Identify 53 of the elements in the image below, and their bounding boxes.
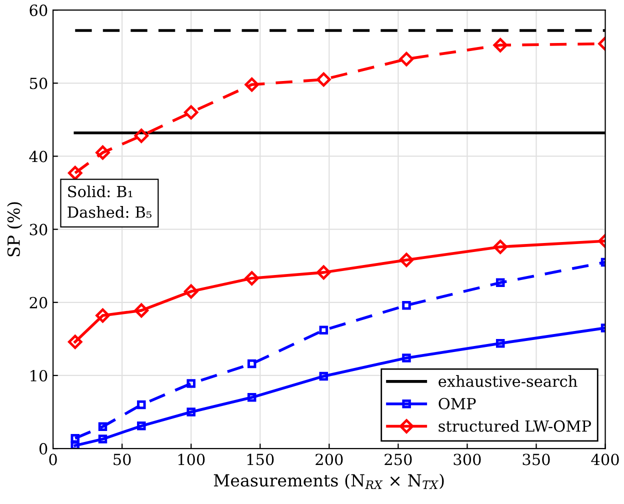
- point: [402, 354, 411, 362]
- y-tick-label: 10: [30, 370, 48, 382]
- point: [402, 300, 411, 310]
- annotation: Solid: B₁ Dashed: B₅: [68, 185, 152, 218]
- y-tick-label: 0: [39, 443, 48, 455]
- x-tick-label: 250: [384, 454, 412, 466]
- point: [184, 284, 198, 299]
- point: [134, 303, 149, 318]
- point: [316, 72, 331, 87]
- point: [247, 393, 256, 402]
- point: [98, 422, 108, 432]
- point: [319, 372, 328, 381]
- y-tick-label: 30: [30, 224, 48, 236]
- point: [399, 252, 414, 268]
- point: [134, 128, 149, 143]
- point: [186, 408, 196, 416]
- point: [244, 271, 259, 286]
- point: [493, 38, 508, 52]
- legend-label: exhaustive-search: [438, 375, 578, 387]
- point: [244, 77, 259, 92]
- point: [316, 265, 331, 280]
- x-tick-label: 100: [178, 454, 205, 466]
- point: [96, 308, 110, 323]
- point: [98, 434, 108, 444]
- y-tick-label: 40: [29, 150, 48, 162]
- x-axis-title: Measurements (N$_{RX}$ × N$_{TX}$): [214, 474, 444, 490]
- point: [137, 400, 146, 410]
- x-tick-label: 300: [454, 454, 481, 466]
- y-tick-label: 50: [30, 78, 48, 90]
- point: [184, 105, 198, 120]
- y-axis-title: SP (%): [7, 202, 22, 256]
- point: [493, 240, 508, 254]
- point: [70, 434, 80, 443]
- x-tick-label: 350: [522, 454, 550, 466]
- point: [68, 334, 82, 350]
- x-tick-label: 150: [247, 454, 274, 466]
- point: [137, 422, 146, 430]
- point: [496, 278, 505, 288]
- point: [186, 379, 196, 388]
- x-tick-label: 200: [316, 454, 343, 466]
- point: [319, 326, 328, 335]
- x-tick-label: 0: [49, 454, 57, 466]
- point: [96, 145, 110, 160]
- x-tick-label: 400: [591, 454, 619, 466]
- point: [247, 359, 256, 368]
- legend-label: OMP: [438, 398, 476, 410]
- y-tick-label: 20: [30, 296, 48, 308]
- y-tick-label: 60: [30, 4, 48, 16]
- point: [399, 52, 414, 66]
- point: [68, 166, 82, 180]
- x-tick-label: 50: [114, 454, 131, 466]
- legend-label: structured LW-OMP: [438, 420, 591, 432]
- point: [496, 338, 505, 348]
